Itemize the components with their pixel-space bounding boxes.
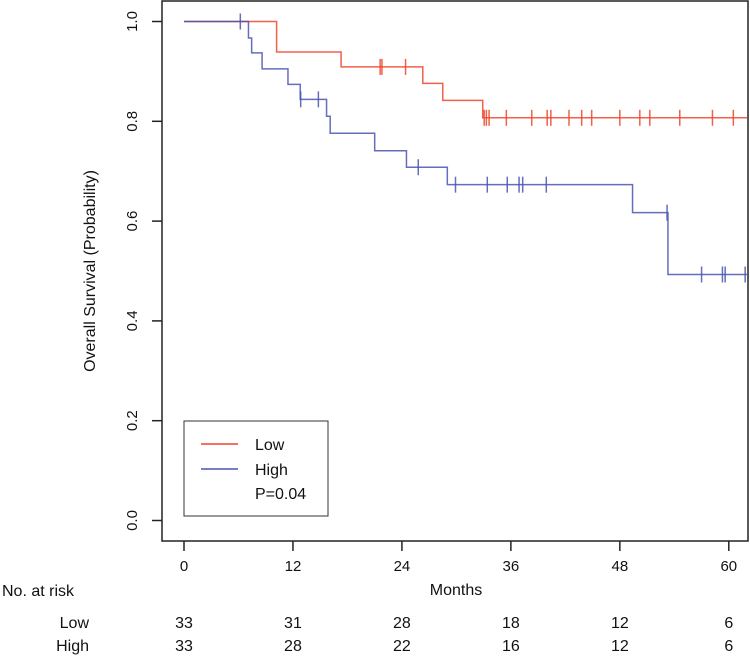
- risk-value: 12: [611, 615, 629, 632]
- y-axis-label: Overall Survival (Probability): [82, 170, 99, 372]
- survival-curve-low: [184, 20, 747, 119]
- risk-value: 28: [393, 615, 411, 632]
- risk-value: 12: [611, 638, 629, 655]
- x-axis-label: Months: [430, 582, 482, 599]
- x-tick-label: 0: [180, 558, 188, 575]
- risk-value: 22: [393, 638, 411, 655]
- risk-value: 28: [284, 638, 302, 655]
- y-tick-label: 0.8: [124, 111, 141, 132]
- survival-curve-high: [184, 20, 747, 276]
- x-axis: 0 12 24 36 48 60: [180, 541, 737, 575]
- risk-table-title: No. at risk: [2, 583, 75, 600]
- x-tick-label: 48: [611, 558, 628, 575]
- y-axis: 0.0 0.2 0.4 0.6 0.8 1.0: [124, 11, 162, 531]
- y-tick-label: 0.4: [124, 310, 141, 331]
- risk-value: 31: [284, 615, 302, 632]
- y-tick-label: 0.6: [124, 211, 141, 232]
- legend-label-low: Low: [255, 437, 285, 454]
- y-tick-label: 0.0: [124, 510, 141, 531]
- risk-value: 18: [502, 615, 520, 632]
- y-tick-label: 0.2: [124, 410, 141, 431]
- x-tick-label: 36: [503, 558, 520, 575]
- x-tick-label: 12: [285, 558, 302, 575]
- legend: Low High P=0.04: [183, 420, 329, 517]
- plot-frame: [161, 0, 749, 542]
- risk-value: 33: [175, 638, 193, 655]
- risk-value: 16: [502, 638, 520, 655]
- risk-value: 6: [724, 638, 733, 655]
- legend-label-high: High: [255, 462, 288, 479]
- risk-row-label: High: [56, 638, 89, 655]
- risk-value: 6: [724, 615, 733, 632]
- risk-row-label: Low: [60, 615, 90, 632]
- risk-table: Low 33 31 28 18 12 6 High 33 28 22 16 12 6: [56, 615, 733, 655]
- x-tick-label: 24: [394, 558, 411, 575]
- risk-value: 33: [175, 615, 193, 632]
- p-value-annotation: P=0.04: [255, 486, 306, 503]
- y-tick-label: 1.0: [124, 11, 141, 32]
- survival-curves: [184, 13, 747, 283]
- x-tick-label: 60: [720, 558, 737, 575]
